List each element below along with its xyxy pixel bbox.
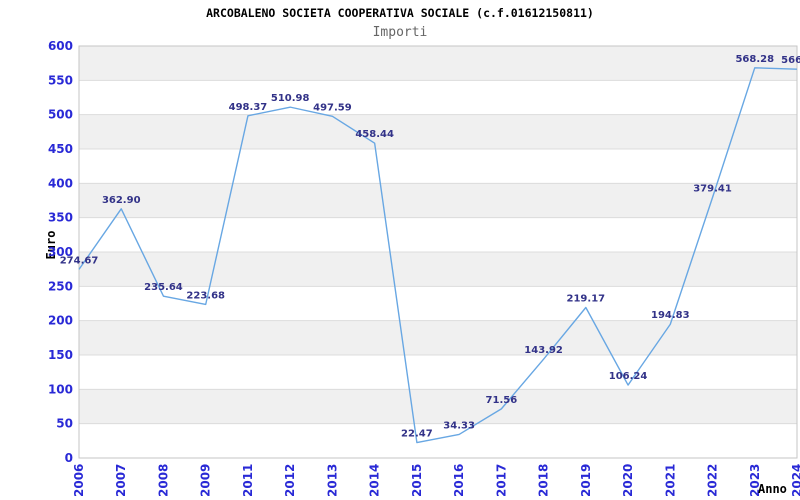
plot-band bbox=[79, 252, 797, 287]
chart-title: ARCOBALENO SOCIETA COOPERATIVA SOCIALE (… bbox=[206, 6, 594, 20]
x-tick-label: 2024 bbox=[790, 464, 800, 497]
data-point-label: 235.64 bbox=[144, 282, 183, 293]
x-tick-label: 2012 bbox=[283, 464, 297, 497]
chart-subtitle: Importi bbox=[372, 25, 428, 40]
x-tick-label: 2007 bbox=[114, 464, 128, 497]
x-tick-label: 2017 bbox=[494, 464, 508, 497]
y-tick-label: 550 bbox=[48, 73, 73, 87]
data-line bbox=[78, 67, 798, 444]
y-tick-label: 0 bbox=[65, 451, 73, 465]
y-tick-label: 100 bbox=[48, 382, 73, 396]
data-point-label: 194.83 bbox=[651, 310, 690, 321]
data-point-label: 568.28 bbox=[735, 54, 774, 65]
x-tick-label: 2008 bbox=[156, 464, 170, 497]
x-tick-label: 2014 bbox=[368, 464, 382, 497]
data-point-label: 223.68 bbox=[186, 290, 225, 301]
y-tick-label: 150 bbox=[48, 348, 73, 362]
x-tick-label: 2022 bbox=[706, 464, 720, 497]
x-tick-label: 2023 bbox=[748, 464, 762, 497]
y-tick-label: 200 bbox=[48, 314, 73, 328]
y-tick-label: 400 bbox=[48, 176, 73, 190]
data-point-label: 34.33 bbox=[443, 420, 475, 431]
x-axis-title: Anno bbox=[758, 482, 787, 496]
x-tick-label: 2009 bbox=[199, 464, 213, 497]
data-point-label: 106.24 bbox=[609, 371, 648, 382]
plot-band bbox=[79, 183, 797, 218]
data-point-label: 274.67 bbox=[60, 255, 99, 266]
y-tick-label: 250 bbox=[48, 279, 73, 293]
y-tick-label: 50 bbox=[56, 417, 73, 431]
data-point-label: 71.56 bbox=[486, 395, 518, 406]
plot-band bbox=[79, 320, 797, 355]
data-point-label: 143.92 bbox=[524, 345, 563, 356]
y-tick-label: 600 bbox=[48, 39, 73, 53]
y-tick-label: 350 bbox=[48, 211, 73, 225]
data-point-label: 498.37 bbox=[229, 102, 268, 113]
plot-band bbox=[79, 46, 797, 81]
x-tick-label: 2011 bbox=[241, 464, 255, 497]
x-tick-label: 2015 bbox=[410, 464, 424, 497]
x-tick-label: 2018 bbox=[537, 464, 551, 497]
data-point-label: 510.98 bbox=[271, 93, 310, 104]
data-point-label: 22.47 bbox=[401, 429, 433, 440]
x-tick-label: 2021 bbox=[663, 464, 677, 497]
data-point-label: 379.41 bbox=[693, 183, 732, 194]
data-point-label: 458.44 bbox=[355, 129, 394, 140]
y-tick-label: 500 bbox=[48, 108, 73, 122]
data-point-label: 497.59 bbox=[313, 102, 352, 113]
x-tick-label: 2020 bbox=[621, 464, 635, 497]
data-point-label: 219.17 bbox=[567, 294, 606, 305]
x-tick-label: 2019 bbox=[579, 464, 593, 497]
y-tick-label: 450 bbox=[48, 142, 73, 156]
x-tick-label: 2013 bbox=[325, 464, 339, 497]
x-tick-label: 2006 bbox=[72, 464, 86, 497]
y-tick-label: 300 bbox=[48, 245, 73, 259]
data-point-label: 362.90 bbox=[102, 195, 141, 206]
data-point-label: 566.2 bbox=[781, 55, 800, 66]
plot-border bbox=[78, 45, 798, 459]
x-tick-label: 2016 bbox=[452, 464, 466, 497]
plot-band bbox=[79, 389, 797, 424]
plot-band bbox=[79, 114, 797, 149]
